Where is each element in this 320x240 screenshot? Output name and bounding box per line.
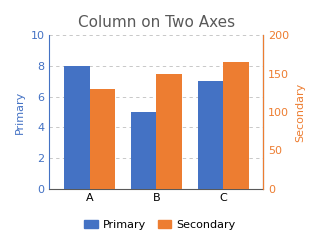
Y-axis label: Primary: Primary [15, 90, 25, 134]
Bar [131, 112, 156, 189]
Legend: Primary, Secondary: Primary, Secondary [80, 216, 240, 234]
Bar [198, 81, 223, 189]
Bar [90, 89, 115, 189]
Bar [64, 66, 90, 189]
Title: Column on Two Axes: Column on Two Axes [78, 15, 235, 30]
Bar [156, 74, 182, 189]
Y-axis label: Secondary: Secondary [295, 82, 305, 142]
Bar [223, 62, 249, 189]
